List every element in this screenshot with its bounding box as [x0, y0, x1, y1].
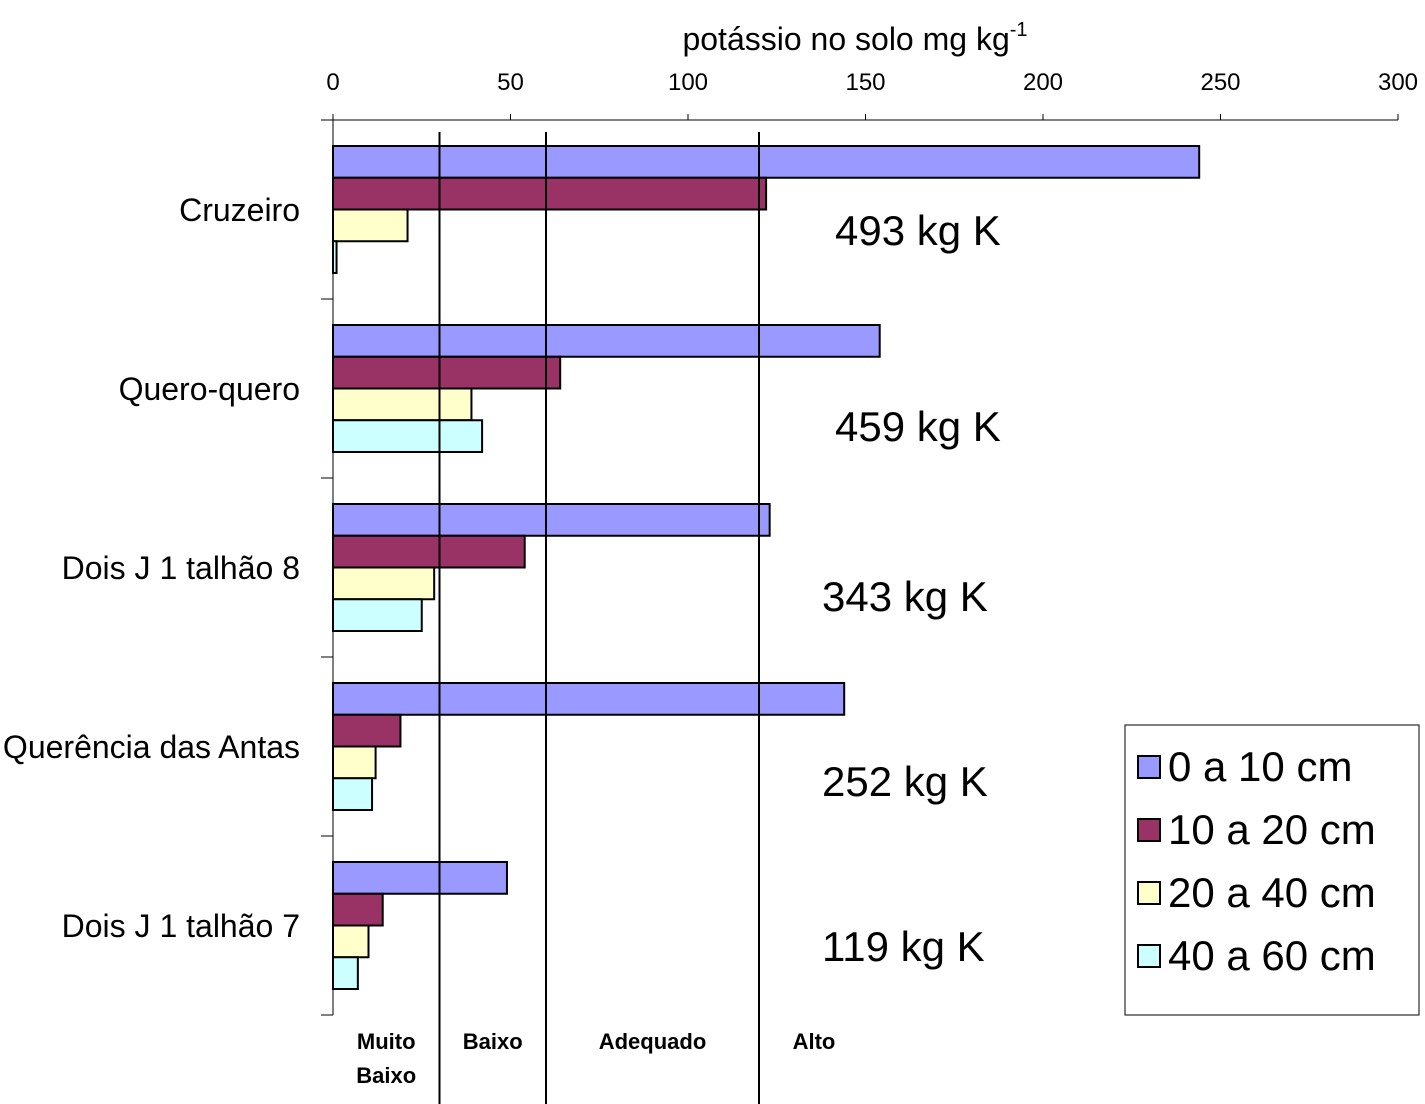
bar: [332, 534, 526, 569]
axis-title-superscript: -1: [1010, 19, 1028, 41]
category-label: Dois J 1 talhão 8: [0, 508, 300, 628]
class-label-text: Adequado: [598, 1029, 707, 1054]
class-label: Baixo: [440, 1025, 547, 1059]
bar: [332, 240, 338, 274]
bar: [332, 566, 436, 601]
category-label-text: Cruzeiro: [179, 191, 300, 228]
axis-title: potássio no solo mg kg-1: [682, 19, 1027, 57]
legend-swatch: [1137, 755, 1161, 779]
bar: [332, 419, 484, 453]
x-tick-label: 100: [668, 69, 708, 96]
x-tick-label: 50: [497, 69, 524, 96]
bar: [332, 956, 359, 990]
x-tick-label: 150: [845, 69, 885, 96]
bar: [332, 208, 409, 243]
bar: [332, 892, 384, 927]
category-label: Quero-quero: [0, 329, 300, 449]
class-label-text: Alto: [792, 1029, 836, 1054]
bar: [332, 598, 423, 632]
bar: [332, 176, 768, 211]
legend-swatch: [1137, 818, 1161, 842]
bar: [332, 145, 1201, 179]
category-label: Cruzeiro: [0, 150, 300, 270]
bar: [332, 777, 374, 811]
x-tick-label: 300: [1378, 69, 1418, 96]
class-label: Adequado: [546, 1025, 759, 1059]
x-tick-label: 250: [1200, 69, 1240, 96]
category-label-text: Dois J 1 talhão 8: [61, 549, 300, 586]
bar: [332, 682, 846, 716]
annotation: 252 kg K: [822, 758, 988, 805]
x-tick-label: 200: [1023, 69, 1063, 96]
class-label-text: Baixo: [462, 1029, 523, 1054]
category-label-text: Querência das Antas: [2, 728, 300, 765]
annotation: 459 kg K: [835, 403, 1001, 450]
category-label-text: Dois J 1 talhão 7: [61, 907, 300, 944]
category-label: Querência das Antas: [0, 687, 300, 807]
axis-title-main: potássio no solo mg kg: [682, 21, 1009, 57]
legend-label: 0 a 10 cm: [1168, 743, 1352, 790]
x-tick-label: 0: [326, 69, 339, 96]
legend-swatch: [1137, 881, 1161, 905]
bar: [332, 387, 473, 422]
category-label-text: Quero-quero: [118, 370, 300, 407]
legend-label: 40 a 60 cm: [1168, 932, 1376, 979]
category-label: Dois J 1 talhão 7: [0, 866, 300, 986]
bar: [332, 745, 377, 780]
annotation: 493 kg K: [835, 207, 1001, 254]
class-label-text: Muito Baixo: [356, 1029, 417, 1088]
class-label: Alto: [759, 1025, 869, 1059]
legend-label: 10 a 20 cm: [1168, 806, 1376, 853]
bar: [332, 355, 562, 390]
annotation: 343 kg K: [822, 573, 988, 620]
bar: [332, 861, 508, 895]
class-label: Muito Baixo: [333, 1025, 440, 1093]
bar: [332, 713, 402, 748]
bar: [332, 503, 771, 537]
legend-label: 20 a 40 cm: [1168, 869, 1376, 916]
annotation: 119 kg K: [822, 923, 985, 970]
legend-box: [1124, 724, 1420, 1016]
bar: [332, 324, 881, 358]
bar: [332, 924, 370, 959]
legend-swatch: [1137, 944, 1161, 968]
legend: 0 a 10 cm 10 a 20 cm 20 a 40 cm 40 a 60 cm: [1124, 724, 1420, 1016]
